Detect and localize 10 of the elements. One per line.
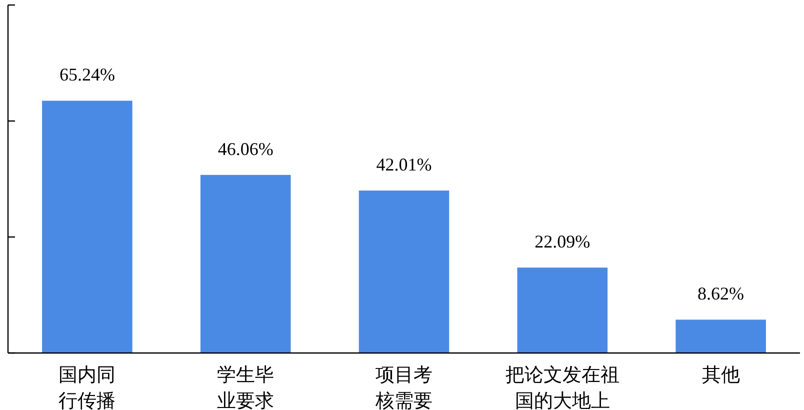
x-tick-label: 把论文发在祖国的大地上: [505, 365, 620, 410]
x-tick-label: 项目考核需要: [374, 365, 432, 410]
x-tick-label: 其他: [702, 365, 740, 386]
data-label: 22.09%: [534, 232, 590, 252]
data-label: 65.24%: [59, 64, 115, 85]
data-label: 42.01%: [376, 154, 432, 175]
x-tick-label: 学生毕业要求: [217, 365, 274, 410]
data-label: 8.62%: [698, 284, 744, 304]
x-tick-label: 国内同行传播: [58, 365, 116, 410]
data-label: 46.06%: [218, 138, 274, 159]
